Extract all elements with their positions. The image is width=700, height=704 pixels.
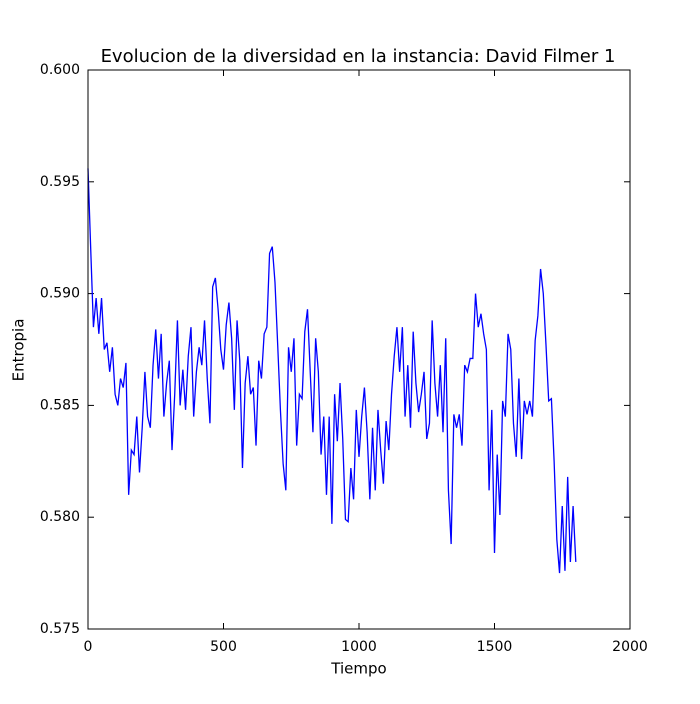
y-tick-label: 0.590 xyxy=(40,286,80,302)
y-tick-label: 0.575 xyxy=(40,621,80,637)
y-tick-label: 0.580 xyxy=(40,509,80,525)
y-tick-label: 0.595 xyxy=(40,174,80,190)
x-tick-label: 1500 xyxy=(477,639,513,655)
y-tick-label: 0.600 xyxy=(40,62,80,78)
y-tick-label: 0.585 xyxy=(40,397,80,413)
y-axis-label: Entropia xyxy=(10,319,28,382)
x-tick-label: 500 xyxy=(210,639,237,655)
x-tick-label: 0 xyxy=(84,639,93,655)
line-series xyxy=(87,168,577,574)
plot-frame xyxy=(87,69,631,630)
x-tick-label: 1000 xyxy=(341,639,377,655)
x-axis-label: Tiempo xyxy=(330,660,386,678)
chart-title: Evolucion de la diversidad en la instanc… xyxy=(101,46,616,67)
x-tick-label: 2000 xyxy=(612,639,648,655)
